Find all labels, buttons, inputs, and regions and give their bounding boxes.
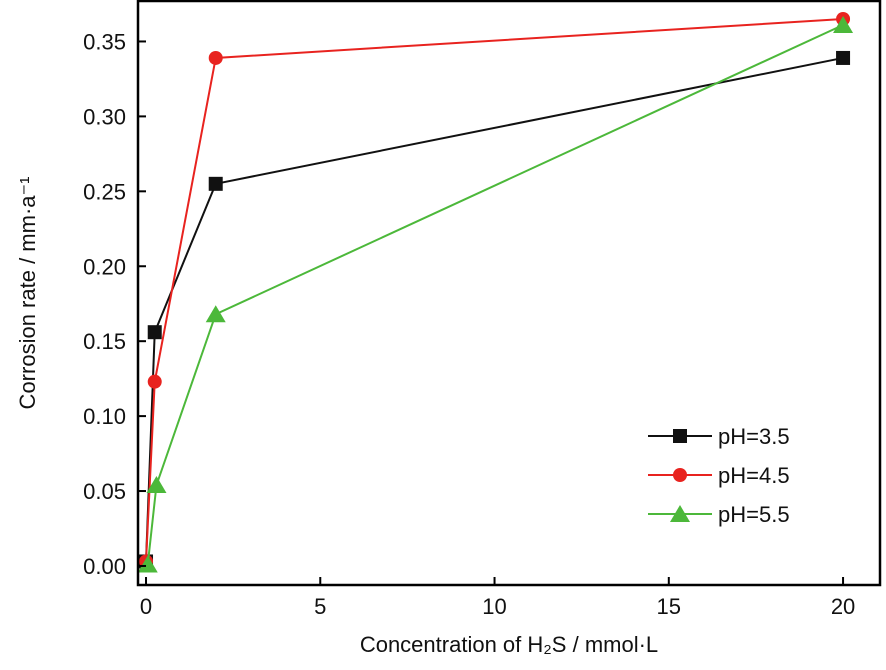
- series-ph-5-5: [137, 15, 854, 573]
- data-point: [146, 476, 167, 494]
- data-point: [147, 374, 162, 389]
- data-point: [833, 15, 854, 33]
- y-tick-label: 0.35: [83, 29, 126, 54]
- x-axis-label: Concentration of H₂S / mmol·L: [360, 632, 658, 657]
- data-point: [208, 50, 223, 65]
- x-axis: 0 5 10 15 20: [140, 577, 855, 619]
- data-point: [147, 325, 162, 340]
- y-axis: 0.00 0.05 0.10 0.15 0.20 0.25 0.30 0.35: [83, 29, 146, 579]
- x-tick-label: 0: [140, 594, 152, 619]
- legend-label: pH=5.5: [718, 502, 790, 527]
- plot-marks: [137, 11, 854, 573]
- y-tick-label: 0.30: [83, 104, 126, 129]
- y-tick-label: 0.05: [83, 479, 126, 504]
- x-tick-label: 15: [657, 594, 681, 619]
- y-tick-label: 0.25: [83, 179, 126, 204]
- series-line: [146, 24, 844, 565]
- x-tick-label: 10: [482, 594, 506, 619]
- y-axis-label: Corrosion rate / mm·a⁻¹: [15, 177, 40, 410]
- plot-frame: [136, 0, 882, 587]
- y-tick-label: 0.00: [83, 554, 126, 579]
- legend-item: pH=4.5: [648, 463, 790, 488]
- y-tick-label: 0.15: [83, 329, 126, 354]
- y-tick-label: 0.20: [83, 254, 126, 279]
- legend-label: pH=4.5: [718, 463, 790, 488]
- series-line: [145, 56, 844, 562]
- legend-item: pH=5.5: [648, 502, 790, 527]
- legend: pH=3.5 pH=4.5 pH=5.5: [648, 424, 790, 527]
- legend-marker: [673, 468, 687, 482]
- x-tick-label: 5: [314, 594, 326, 619]
- legend-marker: [673, 429, 687, 443]
- series-line: [145, 17, 844, 562]
- series-ph-3-5: [139, 50, 851, 569]
- data-point: [137, 555, 158, 573]
- legend-marker: [670, 505, 690, 522]
- legend-label: pH=3.5: [718, 424, 790, 449]
- legend-item: pH=3.5: [648, 424, 790, 449]
- data-point: [836, 50, 851, 65]
- data-point: [205, 305, 226, 323]
- data-point: [208, 176, 223, 191]
- x-tick-label: 20: [831, 594, 855, 619]
- y-tick-label: 0.10: [83, 404, 126, 429]
